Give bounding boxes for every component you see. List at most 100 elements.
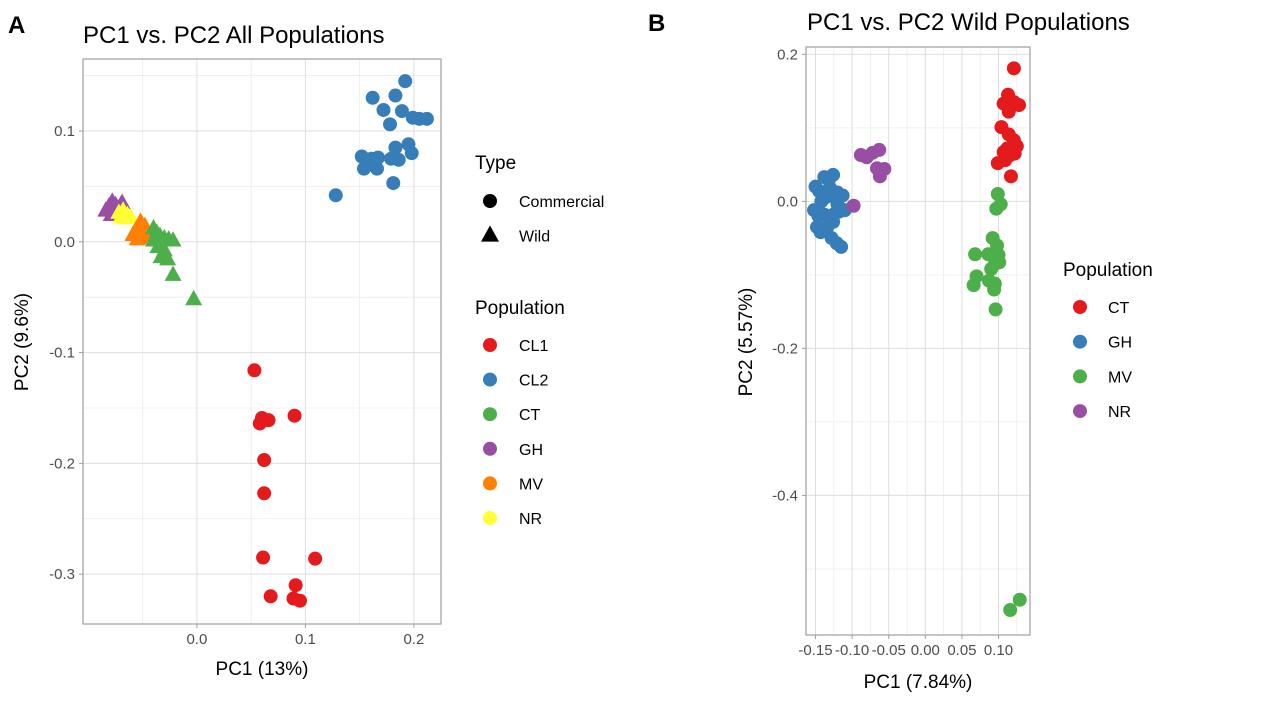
panel-b-point-mv [987,282,1002,297]
legend-label-ct: CT [519,407,541,424]
panel-a-point-cl1 [263,589,278,604]
panel-b-point-gh [830,197,845,212]
legend-population-title-a: Population [475,298,565,319]
panel-a-point-cl1 [256,550,271,565]
panel-b-legend: Population CT GH MV NR [1063,260,1153,421]
panel-b-y-tick-label: -0.4 [772,487,798,504]
legend-key-nr [1073,404,1087,419]
panel-a-point-cl1 [247,363,262,378]
legend-key-nr [483,511,497,525]
panel-b-point-ct [1012,98,1027,113]
legend-label-gh: GH [519,442,543,459]
panel-a-point-cl2 [365,90,380,105]
panel-a-y-tick-label: 0.1 [54,123,75,140]
panel-b-y-axis-label: PC2 (5.57%) [736,288,757,397]
panel-a-point-cl1 [261,413,276,428]
panel-b-point-gh [809,220,824,235]
panel-b-point-mv [988,302,1003,317]
panel-a-point-cl2 [369,161,384,176]
panel-b-x-axis-label: PC1 (7.84%) [864,672,973,693]
panel-b-title: PC1 vs. PC2 Wild Populations [807,9,1130,36]
panel-b-point-ct [1003,169,1018,184]
panel-a-point-cl2 [376,102,391,117]
panel-a-point-ct [164,265,182,281]
panel-b-plot-area: -0.15 -0.10 -0.05 0.00 0.05 0.10 0.2 0.0 -0.2 -0.… [772,46,1031,659]
legend-key-gh [1073,334,1087,349]
panel-a-point-cl1 [292,593,307,608]
panel-a-x-axis-label: PC1 (13%) [216,659,309,680]
panel-a-point-cl2 [356,161,371,176]
panel-a-point-ct [159,250,177,266]
panel-a-y-axis-label: PC2 (9.6%) [12,293,33,391]
legend-label-nr: NR [1108,404,1131,421]
panel-b-point-mv [968,247,983,262]
panel-a-point-cl2 [388,88,403,103]
panel-b-point-nr [872,169,887,184]
panel-a-point-cl1 [288,578,303,593]
panel-a-point-cl2 [371,150,386,165]
panel-a-y-tick-label: 0.0 [54,234,75,251]
panel-b-panel-border [805,46,1031,636]
panel-a-plot-area: 0.0 0.1 0.2 0.1 0.0 -0.1 -0.2 -0.3 [49,58,442,648]
panel-b-point-gh [834,239,849,254]
panel-a-y-tick-label: -0.3 [49,566,75,583]
panel-a-point-cl2 [394,104,409,119]
panel-a-point-nr [112,207,130,224]
legend-label-mv: MV [1108,369,1132,386]
panel-a-point-mv [128,230,146,246]
legend-label-gh: GH [1108,335,1132,352]
panel-b-x-tick-label: 0.05 [947,642,976,659]
panel-a-point-ct [164,231,182,247]
panel-a-point-cl1 [308,551,323,566]
legend-key-mv [483,476,497,491]
panel-b-x-tick-label: -0.15 [798,642,832,659]
panel-b-point-ct [1001,104,1016,119]
panel-a-point-cl2 [398,74,413,89]
panel-b-x-tick-label: -0.05 [872,642,906,659]
panel-a-point-cl2 [383,117,398,132]
panel-a-point-cl2 [328,188,343,203]
panel-a-point-cl2 [388,140,403,155]
legend-key-ct [1073,300,1087,314]
panel-b-point-mv [1012,592,1027,607]
panel-a-point-cl1 [257,453,272,468]
panel-b-y-tick-label: 0.2 [777,46,798,63]
panel-a-label: A [8,12,25,39]
panel-b-x-tick-label: 0.10 [984,642,1013,659]
panel-b-point-gh [823,181,838,196]
panel-a-title: PC1 vs. PC2 All Populations [83,22,385,49]
legend-key-ct [483,407,497,422]
legend-label-mv: MV [519,476,543,493]
panel-b-point-mv [1003,603,1018,618]
panel-b-y-tick-label: -0.2 [772,340,798,357]
panel-a-legends: Type Population Commercial Wild CL1 CL2 CT GH… [475,153,604,528]
panel-b-point-nr [846,198,861,213]
panel-a-x-tick-label: 0.2 [403,631,424,648]
legend-key-mv [1073,369,1087,384]
legend-label-ct: CT [1108,300,1130,317]
legend-key-cl2 [483,372,497,387]
legend-label-cl1: CL1 [519,338,548,355]
panel-a-y-tick-label: -0.2 [49,455,75,472]
panel-a-point-ct [145,231,163,247]
panel-b-x-tick-label: 0.00 [911,642,940,659]
panel-b-point-mv [984,261,999,276]
panel-a-point-cl2 [404,146,419,161]
legend-key-cl1 [483,338,497,352]
panel-a-point-cl2 [391,152,406,167]
panel-a-point-cl1 [257,486,272,501]
legend-type-title: Type [475,153,516,174]
panel-a-y-tick-label: -0.1 [49,345,75,362]
panel-b-point-mv [989,201,1004,216]
legend-label-nr: NR [519,511,542,528]
legend-type-label: Wild [519,229,550,246]
panel-b-point-mv [966,278,981,293]
panel-b-point-gh [826,167,841,182]
panel-b-point-ct [998,153,1013,168]
panel-a-x-tick-label: 0.0 [186,631,207,648]
legend-key-triangle-icon [481,225,499,242]
legend-label-cl2: CL2 [519,373,548,390]
legend-population-title-b: Population [1063,260,1153,281]
panel-a-point-ct [185,289,203,306]
panel-a-x-tick-label: 0.1 [295,631,316,648]
